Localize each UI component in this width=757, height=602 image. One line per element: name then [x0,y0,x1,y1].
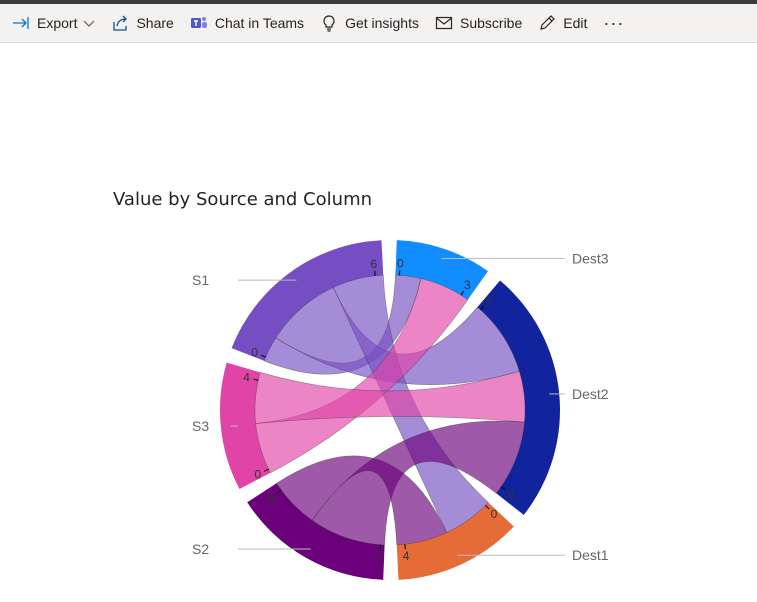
share-icon [111,14,129,32]
chord-node-label-s3: S3 [192,418,209,434]
chord-ribbon-s2-dest1[interactable] [276,455,448,546]
visual-title: Value by Source and Column [113,189,373,210]
chord-tick-mark [260,354,266,358]
chord-node-label-dest3: Dest3 [572,250,609,266]
subscribe-button[interactable]: Subscribe [435,8,522,38]
chat-in-teams-button[interactable]: Chat in Teams [190,8,304,38]
export-button[interactable]: Export [12,8,95,38]
chord-tick-label: 6 [508,487,515,501]
chord-tick-label: 6 [371,257,378,271]
teams-icon [190,14,208,32]
get-insights-label: Get insights [345,15,419,31]
chord-tick-mark [263,468,269,472]
edit-label: Edit [563,15,588,31]
chord-tick-label: 4 [243,371,250,385]
chord-tick-mark [460,290,465,296]
chord-tick-mark [404,544,406,550]
chord-tick-label: 5 [268,490,275,504]
chord-tick-label: 4 [403,549,410,563]
chord-tick-mark [480,305,485,311]
export-icon [12,14,30,32]
chord-tick-label: 3 [464,278,471,292]
subscribe-label: Subscribe [460,15,523,31]
share-button[interactable]: Share [111,8,174,38]
chord-node-label-dest1: Dest1 [572,547,609,563]
mail-icon [435,14,453,32]
chord-tick-label: 0 [397,256,404,270]
chord-node-label-dest2: Dest2 [572,386,609,402]
chord-tick-mark [500,486,506,491]
chat-in-teams-label: Chat in Teams [214,15,305,31]
chord-arc-s3[interactable] [220,362,271,490]
get-insights-button[interactable]: Get insights [320,8,419,38]
chevron-down-icon [84,20,95,27]
chord-node-label-s2: S2 [192,541,209,557]
chord-tick-label: 0 [255,467,262,481]
chord-tick-mark [253,378,259,381]
chord-tick-mark [276,489,282,494]
chord-node-label-s1: S1 [192,272,209,288]
pencil-icon [538,14,556,32]
chord-tick-label: 0 [491,507,498,521]
chord-tick-mark [374,270,376,276]
lightbulb-icon [320,14,338,32]
chord-arc-s1[interactable] [231,240,384,361]
chord-tick-mark [485,505,490,510]
chord-ribbon-s2-dest2[interactable] [311,420,525,546]
export-label: Export [37,15,78,31]
chord-ribbon-s3-dest2[interactable] [254,370,526,424]
chord-tick-label: 0 [251,345,258,359]
window-top-border [0,0,757,4]
share-label: Share [136,15,174,31]
chord-arc-dest2[interactable] [477,280,560,515]
edit-button[interactable]: Edit [538,8,587,38]
chord-arc-dest3[interactable] [395,240,488,300]
chord-arc-s2[interactable] [247,483,385,580]
chord-tick-label: 0 [485,294,492,308]
toolbar: Export Share Chat in Teams Get insights … [0,4,757,43]
chord-arc-dest1[interactable] [396,502,514,580]
more-options-button[interactable]: ··· [603,12,625,33]
chord-tick-label: 0 [376,550,383,564]
